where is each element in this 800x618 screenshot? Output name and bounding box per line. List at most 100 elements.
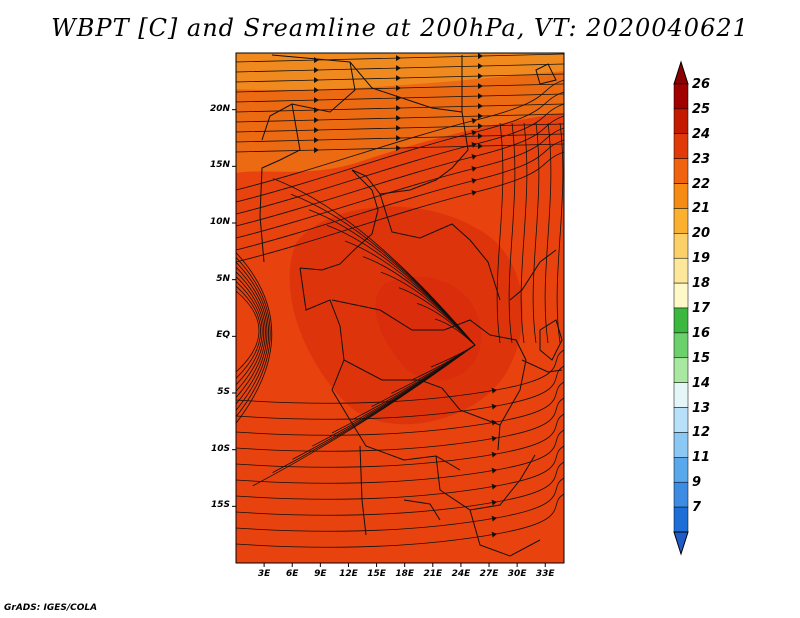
border-line <box>535 63 557 85</box>
colorbar-bottom-arrow <box>673 531 689 556</box>
border-line <box>343 359 501 426</box>
colorbar-top-arrow <box>673 60 689 85</box>
streamline <box>236 397 564 452</box>
streamline <box>544 122 552 344</box>
colorbar-level-label: 25 <box>692 101 711 117</box>
colorbar-swatch <box>673 307 689 334</box>
streamline <box>236 79 564 191</box>
streamline <box>236 143 564 154</box>
lat-label: 10S <box>210 443 230 454</box>
streamline <box>236 290 260 373</box>
streamline <box>236 91 564 203</box>
border-line <box>259 103 301 263</box>
streamline <box>236 93 564 104</box>
colorbar <box>673 60 689 556</box>
streamline <box>236 429 564 484</box>
colorbar-swatch <box>673 133 689 159</box>
colorbar-level-label: 16 <box>692 325 711 341</box>
border-line <box>331 299 491 336</box>
lon-label: 3E <box>257 569 271 579</box>
colorbar-swatch <box>673 158 689 184</box>
colorbar-level-label: 17 <box>692 301 711 316</box>
border-line <box>299 169 379 271</box>
lat-label: 5S <box>217 387 230 397</box>
streamline <box>236 63 564 74</box>
colorbar-swatch <box>673 457 689 483</box>
border-line <box>331 389 461 471</box>
streamlines <box>236 53 564 548</box>
streamline <box>236 113 564 124</box>
streamline <box>508 122 516 344</box>
streamline <box>236 103 564 114</box>
colorbar-level-label: 9 <box>692 475 702 491</box>
colorbar-level-label: 21 <box>692 201 711 217</box>
colorbar-swatch <box>673 108 689 135</box>
colorbar-level-label: 24 <box>692 126 711 142</box>
lon-label: 6E <box>286 569 299 579</box>
streamline <box>236 123 564 134</box>
colorbar-swatch <box>673 407 689 433</box>
lon-label: 21E <box>423 569 443 579</box>
streamline <box>236 83 564 94</box>
streamline <box>236 133 564 144</box>
colorbar-swatch <box>673 208 689 234</box>
streamline <box>236 349 564 404</box>
colorbar-level-label: 19 <box>692 251 711 267</box>
streamline <box>236 281 263 386</box>
streamline <box>236 445 564 500</box>
colorbar-level-label: 7 <box>692 500 702 516</box>
colorbar-swatch <box>673 382 689 408</box>
lon-label: 9E <box>314 569 327 579</box>
streamline <box>236 493 564 548</box>
map-title: WBPT [C] and Sreamline at 200hPa, VT: 20… <box>51 14 749 42</box>
streamline <box>236 103 564 215</box>
streamline <box>236 285 261 379</box>
field-warm-core <box>375 276 482 381</box>
border-line <box>403 499 441 521</box>
colorbar-swatch <box>673 282 689 309</box>
lon-label: 12E <box>339 569 358 579</box>
colorbar-swatch <box>673 332 689 359</box>
streamline <box>236 413 564 468</box>
border-line <box>299 267 345 391</box>
streamline <box>236 257 271 418</box>
streamline <box>236 461 564 516</box>
streamline <box>272 178 476 346</box>
colorbar-swatch <box>673 432 689 458</box>
streamline <box>556 122 564 344</box>
lat-label: 10N <box>209 217 230 227</box>
colorbar-swatch <box>673 357 689 383</box>
border-line <box>379 193 501 301</box>
streamline <box>236 381 564 436</box>
streamline <box>236 261 269 411</box>
lat-label: 15N <box>209 160 230 171</box>
colorbar-level-label: 15 <box>692 350 711 366</box>
colorbar-swatch <box>673 233 689 259</box>
streamline <box>236 365 564 420</box>
streamline <box>236 477 564 532</box>
lon-label: 18E <box>395 569 415 579</box>
lat-label: EQ <box>216 330 230 341</box>
colorbar-level-label: 11 <box>692 450 711 466</box>
border-line <box>435 454 536 511</box>
colorbar-level-label: 14 <box>692 375 711 391</box>
colorbar-swatch <box>673 257 689 284</box>
colorbar-level-label: 20 <box>692 226 711 242</box>
streamline <box>520 122 528 344</box>
streamline <box>236 151 564 263</box>
streamline <box>236 266 268 405</box>
border-line <box>521 359 563 373</box>
grads-credit: GrADS: IGES/COLA <box>4 603 98 613</box>
colorbar-level-label: 22 <box>692 176 711 192</box>
lat-label: 5N <box>216 273 230 284</box>
streamline <box>236 53 564 64</box>
colorbar-swatch <box>673 83 689 110</box>
lon-label: 15E <box>367 569 386 579</box>
streamline <box>236 115 564 227</box>
streamline <box>532 122 540 344</box>
colorbar-swatch <box>673 481 689 508</box>
border-line <box>509 249 557 301</box>
map-frame <box>235 52 565 564</box>
axis-ticks <box>232 109 546 567</box>
